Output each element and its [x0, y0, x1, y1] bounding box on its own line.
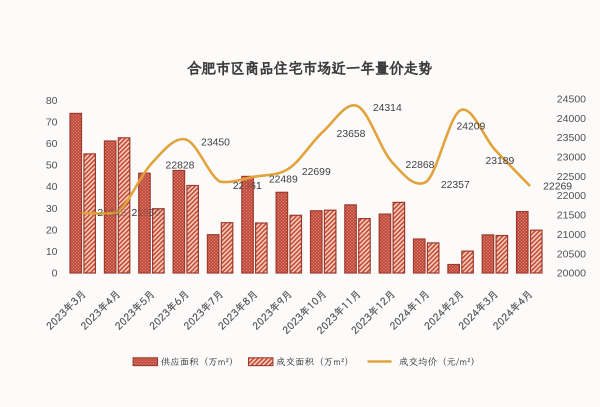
svg-text:22500: 22500: [557, 171, 586, 183]
svg-text:20000: 20000: [557, 268, 586, 280]
svg-text:20: 20: [46, 224, 58, 236]
svg-text:21560: 21560: [131, 208, 160, 219]
svg-text:24000: 24000: [557, 113, 586, 125]
svg-text:22699: 22699: [302, 167, 331, 178]
svg-text:21500: 21500: [557, 210, 586, 222]
svg-text:22361: 22361: [233, 181, 262, 192]
svg-text:40: 40: [46, 181, 58, 193]
svg-text:23450: 23450: [201, 137, 230, 148]
svg-text:30: 30: [46, 203, 58, 215]
svg-text:23189: 23189: [485, 156, 514, 167]
svg-text:22868: 22868: [406, 160, 435, 171]
svg-text:21545: 21545: [97, 208, 126, 219]
svg-text:22000: 22000: [557, 190, 586, 202]
svg-text:23500: 23500: [557, 132, 586, 144]
svg-text:22828: 22828: [166, 161, 195, 172]
svg-text:22269: 22269: [543, 182, 572, 193]
svg-text:0: 0: [52, 268, 58, 280]
svg-text:10: 10: [46, 246, 58, 258]
svg-text:20500: 20500: [557, 248, 586, 260]
svg-text:24500: 24500: [557, 94, 586, 106]
svg-text:80: 80: [46, 95, 58, 107]
svg-text:21000: 21000: [557, 229, 586, 241]
svg-text:60: 60: [46, 138, 58, 150]
svg-text:24314: 24314: [373, 103, 402, 114]
svg-text:23658: 23658: [337, 129, 366, 140]
svg-text:23000: 23000: [557, 152, 586, 164]
svg-text:50: 50: [46, 160, 58, 172]
svg-text:22357: 22357: [441, 180, 470, 191]
svg-text:70: 70: [46, 117, 58, 129]
svg-text:22489: 22489: [269, 175, 298, 186]
svg-text:24209: 24209: [456, 121, 485, 132]
